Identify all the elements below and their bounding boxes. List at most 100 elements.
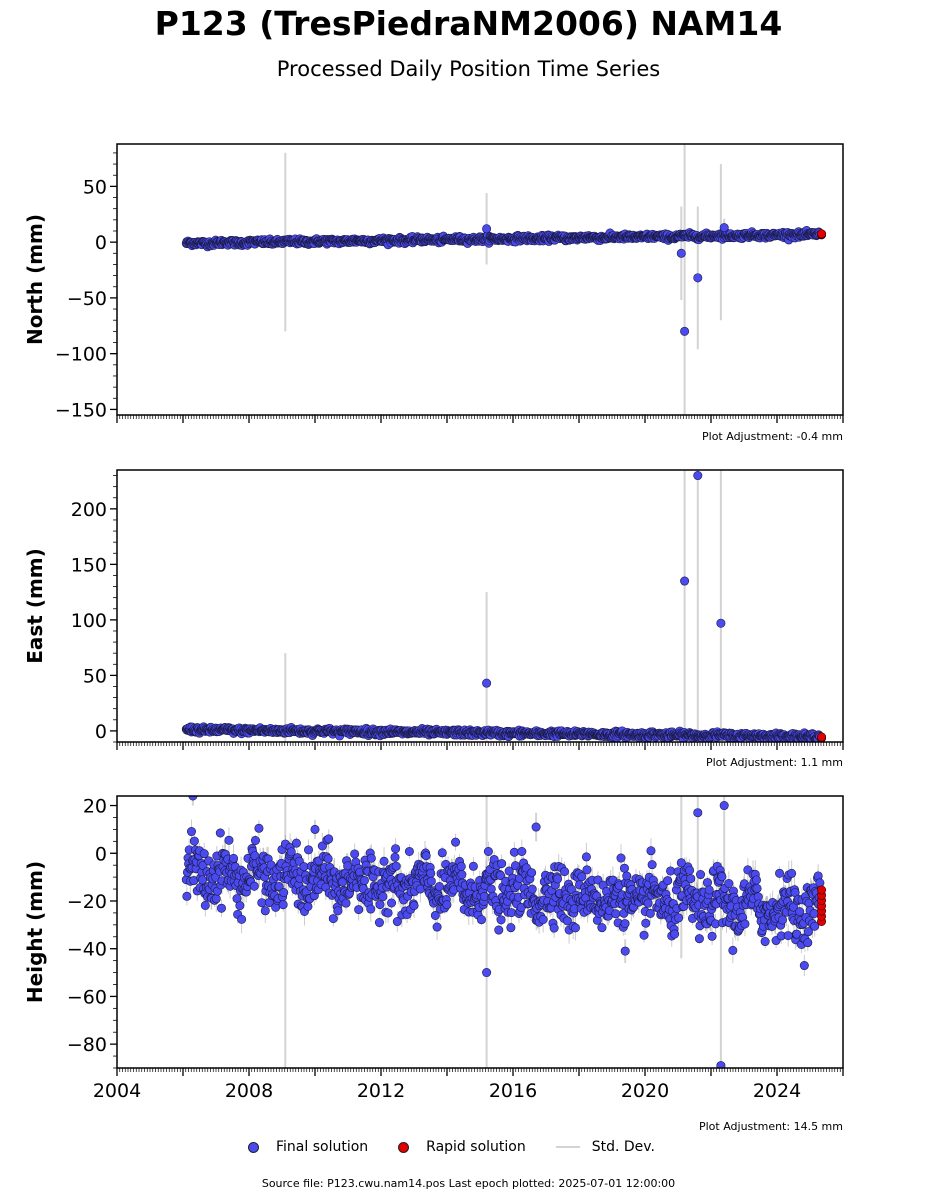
final-solution-point <box>390 852 400 862</box>
final-solution-point <box>704 885 714 895</box>
final-solution-point <box>229 853 239 863</box>
final-solution-point <box>341 898 351 908</box>
final-solution-point <box>674 913 684 923</box>
final-solution-point <box>482 678 492 688</box>
final-solution-point <box>506 923 516 933</box>
final-solution-point <box>479 891 489 901</box>
final-solution-point <box>641 918 651 928</box>
final-solution-point <box>366 904 376 914</box>
final-solution-point <box>482 224 492 234</box>
final-solution-point <box>303 901 313 911</box>
final-solution-point <box>375 900 385 910</box>
final-solution-point <box>186 827 196 837</box>
final-solution-point <box>304 845 314 855</box>
final-solution-point <box>538 915 548 925</box>
final-solution-point <box>323 854 333 864</box>
y-tick-label: −50 <box>67 288 107 310</box>
final-solution-point <box>421 851 431 861</box>
final-solution-point <box>494 925 504 935</box>
final-solution-point <box>570 923 580 933</box>
final-solution-point <box>483 847 493 857</box>
final-solution-point <box>685 865 695 875</box>
final-solution-point <box>666 866 676 876</box>
final-solution-point <box>456 861 466 871</box>
final-solution-point <box>437 848 447 858</box>
final-solution-point <box>751 875 761 885</box>
chart-title: P123 (TresPiedraNM2006) NAM14 <box>154 4 783 43</box>
final-solution-point <box>354 905 364 915</box>
final-solution-point <box>415 884 425 894</box>
final-solution-point <box>611 909 621 919</box>
final-solution-point <box>224 835 234 845</box>
final-solution-point <box>693 273 703 283</box>
final-solution-point <box>639 930 649 940</box>
final-solution-point <box>299 862 309 872</box>
final-solution-point <box>686 874 696 884</box>
final-solution-point <box>197 875 207 885</box>
final-solution-point <box>324 834 334 844</box>
final-solution-point <box>663 876 673 886</box>
final-solution-point <box>451 837 461 847</box>
final-solution-point <box>442 900 452 910</box>
final-solution-point <box>468 861 478 871</box>
final-solution-point <box>724 878 734 888</box>
panel-2: 200 150 100 50 0 East (mm) Plot Adjustment: 1.… <box>23 469 844 769</box>
final-solution-point <box>616 853 626 863</box>
final-solution-point <box>434 882 444 892</box>
final-solution-point <box>274 881 284 891</box>
final-solution-point <box>409 901 419 911</box>
final-solution-point <box>693 471 703 481</box>
final-solution-point <box>328 914 338 924</box>
final-solution-point <box>216 903 226 913</box>
final-solution-point <box>383 908 393 918</box>
final-solution-point <box>366 853 376 863</box>
final-solution-point <box>646 846 656 856</box>
final-solution-point <box>622 871 632 881</box>
rapid-solution-point <box>817 229 827 239</box>
final-solution-point <box>286 847 296 857</box>
y-tick-label: 200 <box>71 499 107 521</box>
y-tick-label: 0 <box>95 232 107 254</box>
final-solution-point <box>215 828 225 838</box>
final-solution-point <box>182 891 192 901</box>
final-solution-point <box>619 863 629 873</box>
final-solution-point <box>527 884 537 894</box>
final-solution-point <box>509 847 519 857</box>
final-solution-point <box>387 898 397 908</box>
final-solution-point <box>647 860 657 870</box>
final-solution-point <box>457 870 467 880</box>
chart-subtitle: Processed Daily Position Time Series <box>276 57 661 81</box>
final-solution-point <box>404 846 414 856</box>
final-solution-point <box>432 922 442 932</box>
y-tick-label: −150 <box>55 399 107 421</box>
final-solution-point <box>199 849 209 859</box>
final-solution-point <box>374 918 384 928</box>
y-axis-label: East (mm) <box>23 548 47 664</box>
final-solution-point <box>680 326 690 336</box>
plot-area <box>181 144 827 415</box>
y-tick-label: 150 <box>71 554 107 576</box>
final-solution-point <box>719 223 729 233</box>
final-solution-point <box>430 910 440 920</box>
final-solution-point <box>211 894 221 904</box>
plot-adjustment-note: Plot Adjustment: -0.4 mm <box>702 430 843 443</box>
final-solution-point <box>716 618 726 628</box>
y-axis-label: North (mm) <box>23 214 47 345</box>
final-solution-point <box>549 923 559 933</box>
final-solution-point <box>707 931 717 941</box>
final-solution-point <box>702 878 712 888</box>
final-solution-point <box>391 844 401 854</box>
final-solution-point <box>597 923 607 933</box>
final-solution-point <box>717 872 727 882</box>
final-solution-point <box>278 900 288 910</box>
final-solution-point <box>645 908 655 918</box>
axes-frame <box>116 143 844 416</box>
plot-area <box>181 796 827 1068</box>
final-solution-point <box>728 945 738 955</box>
plot-area <box>181 470 827 742</box>
final-solution-point <box>497 859 507 869</box>
final-solution-point <box>527 868 537 878</box>
final-solution-point <box>317 841 327 851</box>
plot-adjustment-note: Plot Adjustment: 1.1 mm <box>706 756 843 769</box>
